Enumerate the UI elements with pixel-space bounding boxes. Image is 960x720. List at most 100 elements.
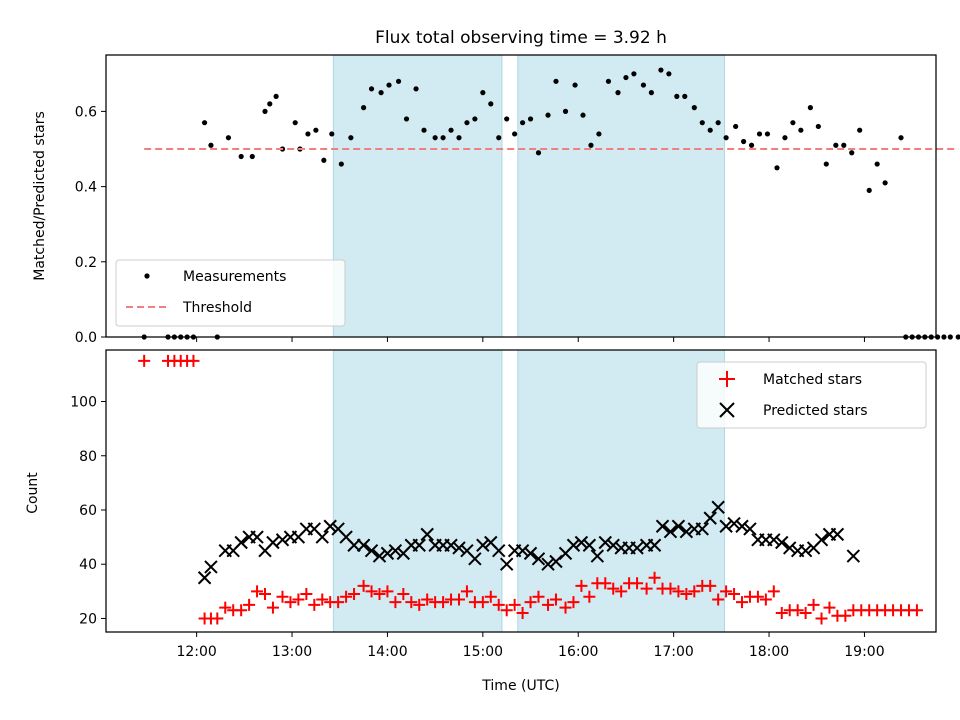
- measurements-point: [267, 101, 273, 107]
- measurements-point: [666, 71, 672, 77]
- predicted-stars-point: [767, 533, 781, 547]
- top-axes-frame: [105, 54, 937, 338]
- measurements-point: [605, 78, 612, 84]
- bottom-y-tick-label: 20: [79, 611, 97, 627]
- matched-stars-point: [421, 593, 434, 606]
- matched-stars-point: [332, 596, 345, 609]
- matched-stars-point: [631, 577, 644, 590]
- predicted-stars-point: [655, 519, 670, 533]
- measurements-point: [841, 142, 847, 148]
- bottom-panel: 20 40 60 80 100 12:00 13:00 14:00 15:00 16:00 17:…: [25, 349, 937, 694]
- matched-stars-point: [492, 598, 505, 611]
- measurements-point: [368, 86, 375, 92]
- measurements-point: [432, 135, 438, 141]
- bottom-legend-box: [696, 361, 927, 429]
- predicted-stars-point: [468, 552, 482, 566]
- bottom-plot-marks: [138, 354, 923, 625]
- matched-stars-point: [266, 601, 279, 614]
- top-shade-2: [517, 54, 726, 338]
- matched-stars-point: [791, 604, 804, 617]
- measurements-point: [464, 120, 470, 126]
- matched-stars-point: [559, 601, 572, 614]
- measurements-point: [955, 334, 960, 340]
- legend-matched-marker: [719, 371, 735, 387]
- predicted-stars-point: [476, 538, 490, 552]
- measurements-point: [403, 116, 410, 122]
- predicted-stars-point: [541, 557, 555, 571]
- measurements-point: [208, 142, 214, 148]
- measurements-point: [472, 116, 478, 122]
- predicted-stars-point: [364, 543, 379, 558]
- bottom-shade-2: [517, 349, 726, 633]
- measurements-point: [874, 161, 880, 167]
- top-y-tick-label: 0.2: [75, 255, 97, 271]
- predicted-stars-point: [531, 552, 546, 566]
- measurements-point: [798, 127, 804, 133]
- matched-stars-point: [389, 596, 402, 609]
- predicted-stars-point: [719, 519, 733, 533]
- predicted-stars-point: [590, 549, 605, 563]
- measurements-point: [527, 116, 534, 122]
- matched-stars-point: [476, 596, 489, 609]
- bottom-y-tick-label: 40: [79, 557, 97, 573]
- measurements-point: [774, 165, 780, 171]
- predicted-stars-point: [412, 538, 426, 552]
- predicted-stars-point: [372, 549, 387, 563]
- matched-stars-point: [736, 596, 749, 609]
- matched-stars-point: [300, 588, 313, 601]
- predicted-stars-point: [743, 522, 757, 536]
- measurements-point: [580, 112, 586, 118]
- predicted-stars-point: [663, 524, 678, 539]
- measurements-point: [292, 120, 298, 126]
- measurements-point: [496, 135, 502, 141]
- matched-stars-point: [648, 571, 661, 584]
- predicted-stars-point: [275, 533, 290, 547]
- bottom-y-tick-label: 80: [79, 449, 97, 465]
- measurements-point: [941, 334, 947, 340]
- legend-predicted-marker: [719, 402, 735, 418]
- measurements-point: [338, 161, 344, 167]
- matched-stars-point: [728, 588, 741, 601]
- chart-title: Flux total observing time = 3.92 h: [375, 28, 667, 48]
- matched-stars-point: [775, 607, 788, 620]
- measurements-point: [615, 90, 621, 96]
- measurements-point: [631, 71, 637, 77]
- matched-stars-point: [583, 590, 596, 603]
- matched-stars-point: [316, 593, 329, 606]
- matched-stars-point: [910, 604, 923, 617]
- matched-stars-point: [308, 598, 321, 611]
- measurements-point: [640, 82, 647, 88]
- measurements-point: [519, 120, 526, 126]
- measurements-point: [707, 127, 713, 133]
- matched-stars-point: [437, 596, 450, 609]
- measurements-point: [572, 82, 578, 88]
- measurements-point: [225, 135, 232, 141]
- measurements-point: [448, 127, 454, 133]
- predicted-stars-point: [347, 538, 361, 552]
- measurements-point: [674, 93, 680, 99]
- predicted-stars-point: [830, 527, 845, 542]
- measurements-point: [833, 142, 839, 148]
- matched-stars-point: [759, 593, 772, 606]
- predicted-stars-point: [266, 535, 280, 550]
- predicted-stars-point: [420, 527, 434, 542]
- measurements-point: [329, 131, 335, 137]
- predicted-stars-point: [515, 543, 530, 558]
- matched-stars-point: [340, 590, 353, 603]
- measurements-point: [504, 116, 510, 122]
- measurements-point: [378, 90, 384, 96]
- top-x-ticks: [196, 337, 865, 342]
- matched-stars-point: [823, 601, 836, 614]
- matched-stars-point: [807, 598, 820, 611]
- predicted-stars-point: [630, 541, 644, 555]
- matched-stars-point: [452, 593, 465, 606]
- matched-stars-point: [664, 582, 677, 595]
- legend-predicted-label: Predicted stars: [763, 403, 868, 419]
- matched-stars-point: [680, 588, 693, 601]
- bottom-x-tick-label: 18:00: [749, 644, 789, 660]
- top-y-tick-label: 0.0: [75, 330, 97, 346]
- bottom-axes-frame: [105, 349, 937, 633]
- matched-stars-point: [187, 354, 200, 367]
- measurements-point: [658, 67, 664, 73]
- measurements-point: [262, 108, 268, 114]
